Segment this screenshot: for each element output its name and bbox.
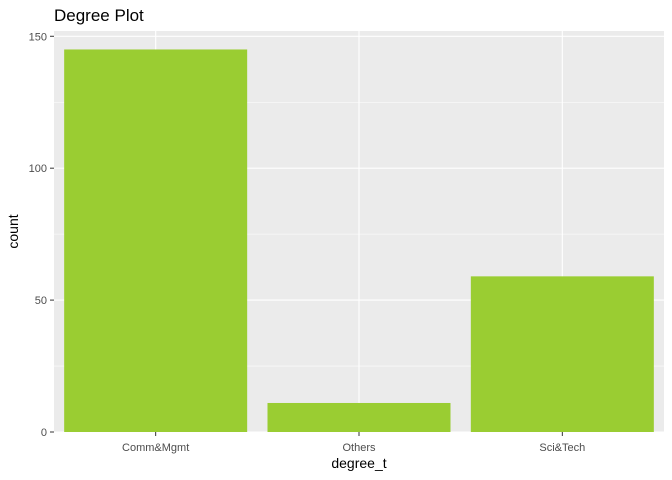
bar-sci-tech	[470, 276, 654, 432]
x-axis-title: degree_t	[331, 455, 386, 471]
axes: 0 50 100 150 Comm&Mgmt Others Sci&Tech	[29, 31, 586, 454]
bar-comm-mgmt	[64, 49, 248, 433]
y-tick-label: 100	[29, 163, 47, 175]
x-tick-label: Others	[342, 442, 376, 454]
chart-title: Degree Plot	[54, 6, 144, 25]
y-tick-label: 50	[35, 295, 47, 307]
bar-others	[267, 402, 451, 432]
bars	[64, 49, 654, 433]
y-axis-title: count	[5, 214, 21, 248]
y-tick-label: 150	[29, 31, 47, 43]
y-tick-label: 0	[41, 427, 47, 439]
x-tick-label: Comm&Mgmt	[122, 442, 189, 454]
x-tick-label: Sci&Tech	[539, 442, 585, 454]
